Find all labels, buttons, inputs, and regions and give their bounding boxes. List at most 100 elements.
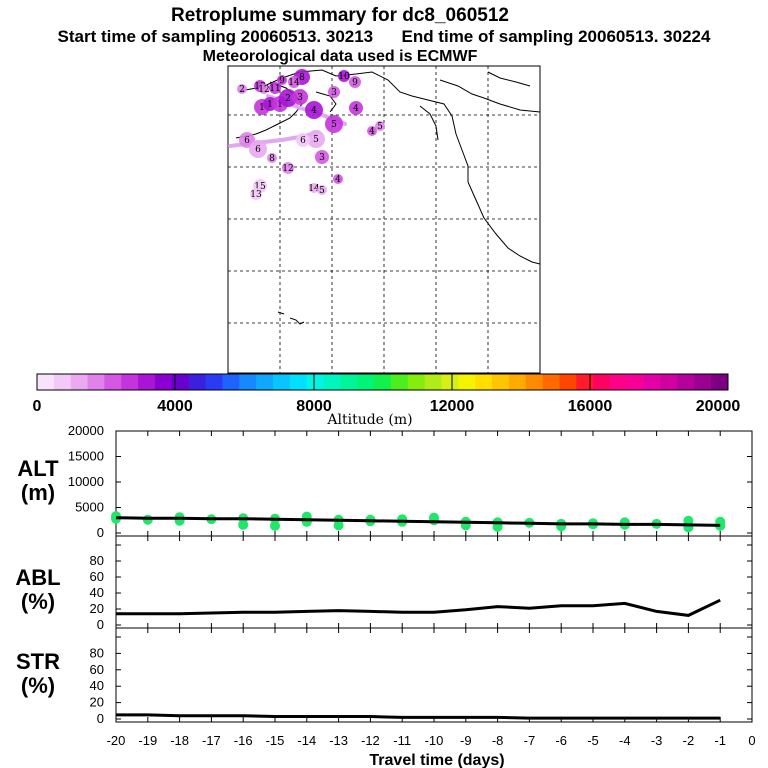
y-tick-label: 0 <box>97 525 104 540</box>
colorbar-cell <box>340 374 358 390</box>
colorbar-cell <box>492 374 510 390</box>
colorbar-cell <box>559 374 577 390</box>
map-point-label: 2 <box>285 94 291 104</box>
x-tick-label: -14 <box>297 733 316 748</box>
y-tick-label: 80 <box>90 553 104 568</box>
colorbar-tick-5: 20000 <box>696 398 741 415</box>
map-point <box>277 75 287 85</box>
abl-panel-unit: (%) <box>21 589 55 614</box>
altitude-colorbar: 0 4000 8000 12000 16000 20000 Altitude (… <box>33 373 741 428</box>
y-tick-label: 15000 <box>68 449 104 464</box>
colorbar-cell <box>87 374 105 390</box>
map-point-label: 8 <box>269 154 275 164</box>
x-tick-label: -20 <box>107 733 126 748</box>
colorbar-cell <box>525 374 544 390</box>
x-tick-label: -7 <box>524 733 536 748</box>
colorbar-cell <box>357 374 375 390</box>
map-point <box>267 153 277 163</box>
str-line <box>116 713 721 720</box>
x-tick-label: -11 <box>393 733 411 748</box>
colorbar-cell <box>626 374 645 390</box>
map-point-label: 12 <box>258 85 269 95</box>
colorbar-cell <box>424 374 442 390</box>
colorbar-cell <box>154 374 173 390</box>
x-tick-label: -16 <box>234 733 253 748</box>
x-tick-label: -13 <box>329 733 348 748</box>
alt-mean-line <box>115 516 721 527</box>
x-tick-label: -9 <box>460 733 472 748</box>
map-point-label: 15 <box>254 182 266 192</box>
colorbar-frame <box>36 373 729 391</box>
map-point <box>349 76 361 88</box>
colorbar-cell <box>138 374 156 390</box>
map-point-label: 12 <box>282 164 293 174</box>
map-point-label: 11 <box>269 84 280 94</box>
map-graticule <box>228 66 540 373</box>
colorbar-cell <box>289 374 308 390</box>
colorbar-cell <box>188 374 207 390</box>
str-panel-unit: (%) <box>21 673 55 698</box>
colorbar-cell <box>272 374 291 390</box>
colorbar-cell <box>323 374 341 390</box>
chart-title: Retroplume summary for dc8_060512 <box>171 5 509 26</box>
colorbar-cell <box>441 374 459 390</box>
map-point-label: 9 <box>352 78 358 88</box>
y-tick-label: 10000 <box>68 474 104 489</box>
map-point-label: 14 <box>308 184 320 194</box>
map-point <box>305 101 323 119</box>
map-point-label: 13 <box>250 190 262 200</box>
colorbar-tick-4: 16000 <box>568 398 613 415</box>
abl-panel-label: ABL <box>15 565 60 590</box>
colorbar-cell <box>390 374 409 390</box>
alt-point <box>333 520 344 531</box>
x-tick-label: -18 <box>170 733 189 748</box>
colorbar-cell <box>121 374 139 390</box>
colorbar-tick-0: 0 <box>33 398 42 415</box>
colorbar-cell <box>37 374 55 390</box>
map-point-label: 3 <box>319 153 325 163</box>
colorbar-cell <box>171 374 190 390</box>
map-point-label: 4 <box>335 175 341 185</box>
colorbar-cell <box>222 374 240 390</box>
x-tick-label: -15 <box>266 733 285 748</box>
x-tick-label: -8 <box>492 733 504 748</box>
map-point-label: 1 <box>267 100 273 110</box>
alt-point <box>715 520 726 531</box>
map-point-label: 3 <box>331 88 337 98</box>
alt-scatter-points <box>111 511 726 533</box>
y-tick-label: 0 <box>97 617 104 632</box>
map-point <box>333 174 343 184</box>
colorbar-cell <box>306 374 325 390</box>
map-point-label: 1 <box>259 103 265 113</box>
colorbar-cell <box>610 374 628 390</box>
colorbar-cell <box>205 374 223 390</box>
alt-point <box>142 514 153 525</box>
trajectory-map: 1112345665348910131415121314546891112243… <box>227 65 541 374</box>
map-point-label: 6 <box>300 136 306 146</box>
colorbar-tick-1: 4000 <box>157 398 193 415</box>
x-axis-label: Travel time (days) <box>369 752 504 768</box>
alt-panel-unit: (m) <box>21 480 55 505</box>
colorbar-cell <box>374 374 392 390</box>
map-frame <box>227 65 541 374</box>
colorbar-cell <box>256 374 274 390</box>
map-point <box>325 115 343 133</box>
coastline <box>235 69 541 325</box>
map-point <box>349 101 363 115</box>
x-tick-label: -4 <box>619 733 631 748</box>
map-point-label: 5 <box>331 120 337 130</box>
colorbar-cell <box>711 374 729 390</box>
map-point-label: 14 <box>288 78 300 88</box>
map-point-label: 4 <box>353 104 359 114</box>
x-tick-label: -6 <box>555 733 567 748</box>
map-point <box>288 76 300 88</box>
colorbar-cell <box>475 374 493 390</box>
map-point <box>307 130 325 148</box>
y-tick-label: 60 <box>90 569 104 584</box>
map-point-label: 1 <box>277 100 283 110</box>
map-point <box>237 84 247 94</box>
x-tick-labels: -20 -19 -18 -17 -16 -15 -14 -13 -12 -11 -10 -9 -8 -7-… <box>107 733 756 748</box>
x-tick-label: -5 <box>587 733 599 748</box>
y-tick-label: 40 <box>90 678 104 693</box>
panel-ticks <box>115 430 753 722</box>
